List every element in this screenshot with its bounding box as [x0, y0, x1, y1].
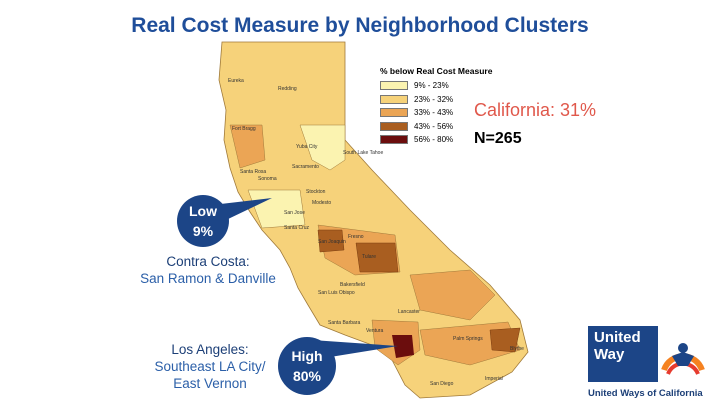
city-label: Ventura [366, 328, 383, 334]
legend-label: 9% - 23% [414, 81, 449, 91]
region-san-joaquin [317, 229, 345, 253]
contra-costa-heading: Contra Costa: [166, 254, 250, 269]
los-angeles-note: Los Angeles: Southeast LA City/ East Ver… [140, 341, 280, 392]
logo-line-2: Way [594, 346, 625, 363]
page-title: Real Cost Measure by Neighborhood Cluste… [131, 14, 589, 37]
city-label: Fresno [348, 234, 364, 240]
city-label: Bakersfield [340, 282, 365, 288]
city-label: San Joaquin [318, 239, 346, 245]
legend-label: 56% - 80% [414, 135, 454, 145]
legend-item: 23% - 32% [380, 93, 515, 107]
logo-caption: United Ways of California [588, 388, 703, 399]
legend-swatch [380, 121, 408, 131]
legend-label: 23% - 32% [414, 94, 454, 104]
legend: % below Real Cost Measure 9% - 23% 23% -… [380, 66, 515, 147]
low-callout: Low 9% [177, 195, 229, 247]
los-angeles-detail-1: Southeast LA City/ [154, 359, 266, 374]
sample-size: N=265 [474, 130, 522, 147]
city-label: Santa Barbara [328, 320, 360, 326]
los-angeles-detail-2: East Vernon [173, 376, 247, 391]
legend-swatch [380, 135, 408, 145]
city-label: Yuba City [296, 144, 318, 150]
legend-swatch [380, 81, 408, 91]
city-label: Sonoma [258, 176, 277, 182]
contra-costa-detail: San Ramon & Danville [140, 271, 276, 286]
city-label: Sacramento [292, 164, 319, 170]
logo-line-1: United [594, 329, 641, 346]
legend-label: 33% - 43% [414, 108, 454, 118]
legend-item: 9% - 23% [380, 79, 515, 93]
city-label: Imperial [485, 376, 503, 382]
legend-label: 43% - 56% [414, 121, 454, 131]
region-lake-tahoe [299, 124, 346, 171]
high-callout-value: 80% [292, 368, 322, 384]
region-north-coast [229, 124, 266, 169]
city-label: Stockton [306, 189, 326, 195]
los-angeles-heading: Los Angeles: [171, 342, 249, 357]
city-label: Tulare [362, 254, 376, 260]
city-label: Santa Cruz [284, 225, 310, 231]
city-label: Santa Rosa [240, 169, 266, 175]
city-label: Palm Springs [453, 336, 483, 342]
legend-item: 33% - 43% [380, 106, 515, 120]
united-way-wordmark: United Way [588, 326, 658, 382]
low-callout-label: Low [189, 203, 217, 219]
city-label: San Diego [430, 381, 454, 387]
contra-costa-note: Contra Costa: San Ramon & Danville [128, 253, 288, 287]
city-label: Lancaster [398, 309, 420, 315]
high-callout-label: High [291, 348, 323, 364]
city-label: San Jose [284, 210, 305, 216]
united-way-logo: United Way [588, 326, 708, 382]
helping-hand-icon [658, 326, 708, 382]
city-label: Fort Bragg [232, 126, 256, 132]
city-label: Redding [278, 86, 297, 92]
legend-swatch [380, 108, 408, 118]
low-callout-value: 9% [192, 223, 214, 239]
legend-swatch [380, 94, 408, 104]
legend-title: % below Real Cost Measure [380, 66, 493, 76]
region-la-dense [392, 335, 414, 358]
city-label: South Lake Tahoe [343, 150, 383, 156]
city-label: Modesto [312, 200, 331, 206]
high-callout: High 80% [278, 337, 336, 395]
city-labels: Eureka Redding Fort Bragg Yuba City Sacr… [228, 78, 524, 387]
city-label: Blythe [510, 346, 524, 352]
region-tulare [355, 242, 399, 273]
legend-item: 43% - 56% [380, 120, 515, 134]
legend-item: 56% - 80% [380, 133, 515, 147]
city-label: San Luis Obispo [318, 290, 355, 296]
city-label: Eureka [228, 78, 244, 84]
california-rate: California: 31% [474, 100, 597, 120]
region-mojave [409, 269, 496, 321]
region-palm-springs [489, 327, 521, 353]
